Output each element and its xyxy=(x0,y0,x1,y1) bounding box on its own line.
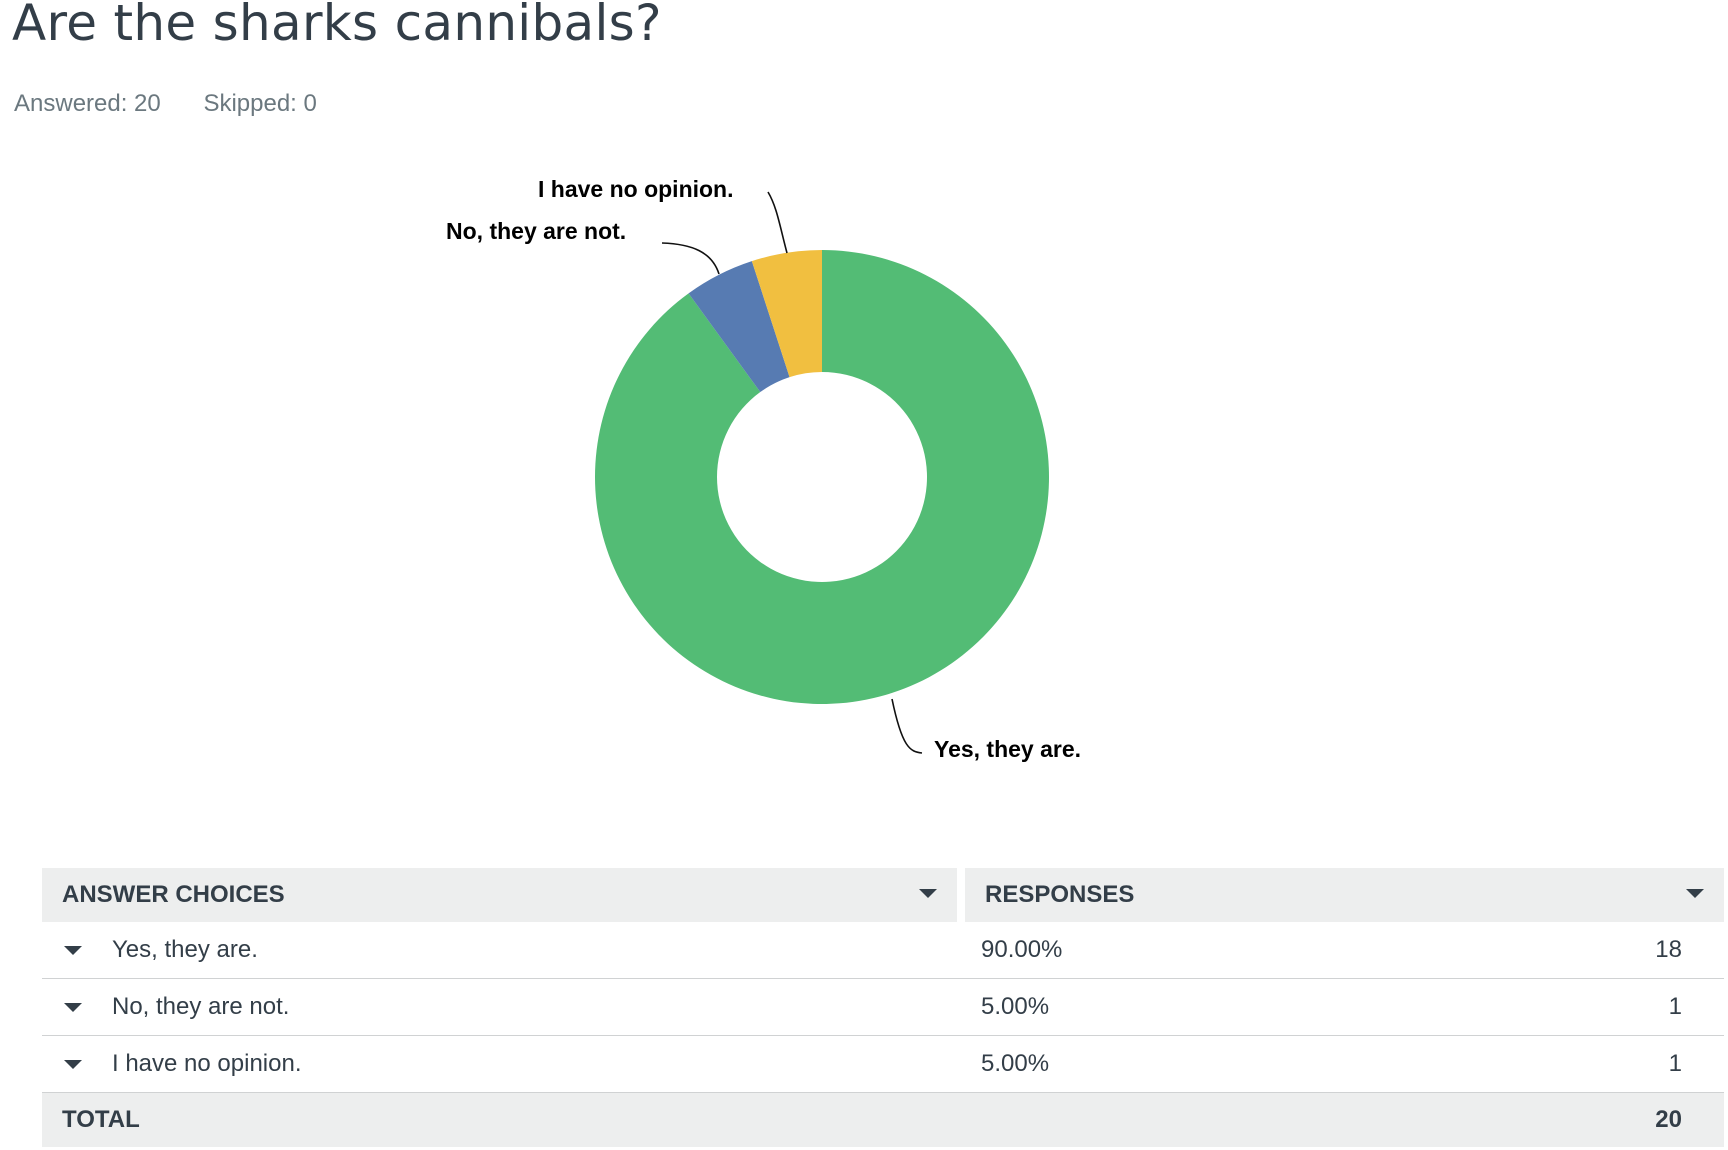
table-row: I have no opinion. 5.00% 1 xyxy=(42,1035,1724,1093)
responses-table: ANSWER CHOICES RESPONSES Yes, they are. … xyxy=(42,868,1724,1147)
table-row: Yes, they are. 90.00% 18 xyxy=(42,922,1724,979)
slice-label-no-opinion: I have no opinion. xyxy=(538,176,734,202)
responses-header[interactable]: RESPONSES xyxy=(957,868,1724,922)
skipped-count: Skipped: 0 xyxy=(203,90,317,117)
donut-chart xyxy=(594,191,1049,754)
table-row: No, they are not. 5.00% 1 xyxy=(42,978,1724,1036)
expand-caret-icon[interactable] xyxy=(64,1003,82,1013)
answered-count: Answered: 20 xyxy=(14,90,161,117)
answer-choices-header[interactable]: ANSWER CHOICES xyxy=(42,868,961,922)
sort-caret-icon[interactable] xyxy=(919,889,937,898)
slice-no-opinion[interactable] xyxy=(751,250,822,378)
slice-yes[interactable] xyxy=(594,250,1049,704)
slice-no[interactable] xyxy=(688,261,790,393)
leader-line xyxy=(661,242,720,275)
slice-label-yes: Yes, they are. xyxy=(934,736,1082,762)
expand-caret-icon[interactable] xyxy=(64,1060,82,1070)
slice-label-no: No, they are not. xyxy=(446,218,627,244)
leader-line xyxy=(891,698,923,754)
expand-caret-icon[interactable] xyxy=(64,946,82,956)
response-summary: Answered: 20 Skipped: 0 xyxy=(14,90,353,118)
sort-caret-icon[interactable] xyxy=(1686,889,1704,898)
leader-line xyxy=(767,191,788,254)
question-title: Are the sharks cannibals? xyxy=(12,0,662,52)
total-row: TOTAL 20 xyxy=(42,1092,1724,1147)
